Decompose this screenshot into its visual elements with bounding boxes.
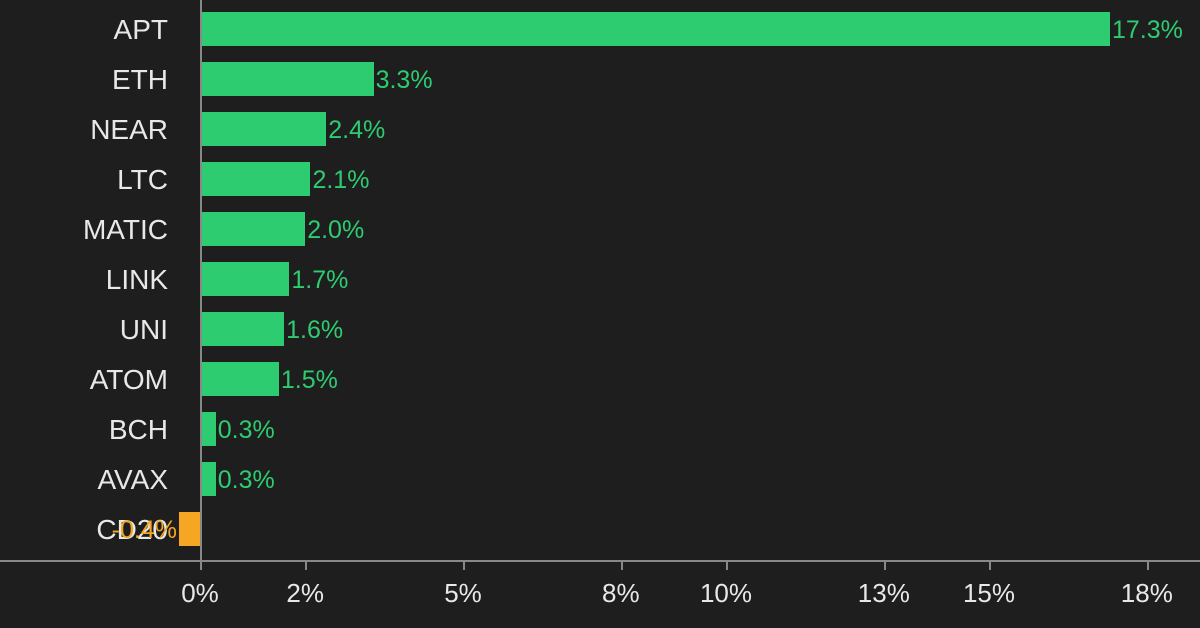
y-axis-label: UNI: [0, 314, 168, 346]
x-axis-tick: [621, 560, 623, 570]
x-axis-tick-label: 10%: [700, 578, 752, 609]
x-axis-tick-label: 15%: [963, 578, 1015, 609]
x-axis-tick-label: 5%: [444, 578, 482, 609]
x-axis-tick-label: 0%: [181, 578, 219, 609]
bar-value-label: 1.5%: [281, 366, 338, 395]
bar: [202, 162, 310, 196]
bar: [202, 212, 305, 246]
bar: [179, 512, 200, 546]
x-axis-line: [0, 560, 1200, 562]
bar-value-label: 2.1%: [312, 166, 369, 195]
y-axis-label: LINK: [0, 264, 168, 296]
bar-value-label: 2.4%: [328, 116, 385, 145]
bar-value-label: 3.3%: [376, 66, 433, 95]
y-axis-label: NEAR: [0, 114, 168, 146]
bar-value-label: 0.3%: [218, 466, 275, 495]
x-axis-tick: [200, 560, 202, 570]
x-axis-tick: [1147, 560, 1149, 570]
x-axis-tick-label: 18%: [1121, 578, 1173, 609]
bar: [202, 362, 279, 396]
bar: [202, 412, 216, 446]
bar-value-label: 2.0%: [307, 216, 364, 245]
bar-value-label: 17.3%: [1112, 16, 1183, 45]
x-axis-tick-label: 13%: [858, 578, 910, 609]
y-axis-label: BCH: [0, 414, 168, 446]
bar-value-label: -0.4%: [112, 516, 177, 545]
bar: [202, 312, 284, 346]
bar: [202, 12, 1110, 46]
y-axis-label: APT: [0, 14, 168, 46]
crypto-performance-bar-chart: APT 17.3% ETH 3.3% NEAR 2.4% LTC 2.1% MATIC 2.0% L…: [0, 0, 1200, 628]
bar-value-label: 0.3%: [218, 416, 275, 445]
bar: [202, 262, 289, 296]
x-axis-tick-label: 8%: [602, 578, 640, 609]
x-axis-tick: [463, 560, 465, 570]
y-axis-label: AVAX: [0, 464, 168, 496]
x-axis-tick-label: 2%: [286, 578, 324, 609]
y-axis-label: ATOM: [0, 364, 168, 396]
y-axis-label: LTC: [0, 164, 168, 196]
y-axis-label: ETH: [0, 64, 168, 96]
x-axis-tick: [305, 560, 307, 570]
x-axis-tick: [726, 560, 728, 570]
bar-value-label: 1.6%: [286, 316, 343, 345]
x-axis-tick: [884, 560, 886, 570]
bar-value-label: 1.7%: [291, 266, 348, 295]
bar: [202, 112, 326, 146]
bar: [202, 462, 216, 496]
bar: [202, 62, 374, 96]
x-axis-tick: [989, 560, 991, 570]
y-axis-label: MATIC: [0, 214, 168, 246]
